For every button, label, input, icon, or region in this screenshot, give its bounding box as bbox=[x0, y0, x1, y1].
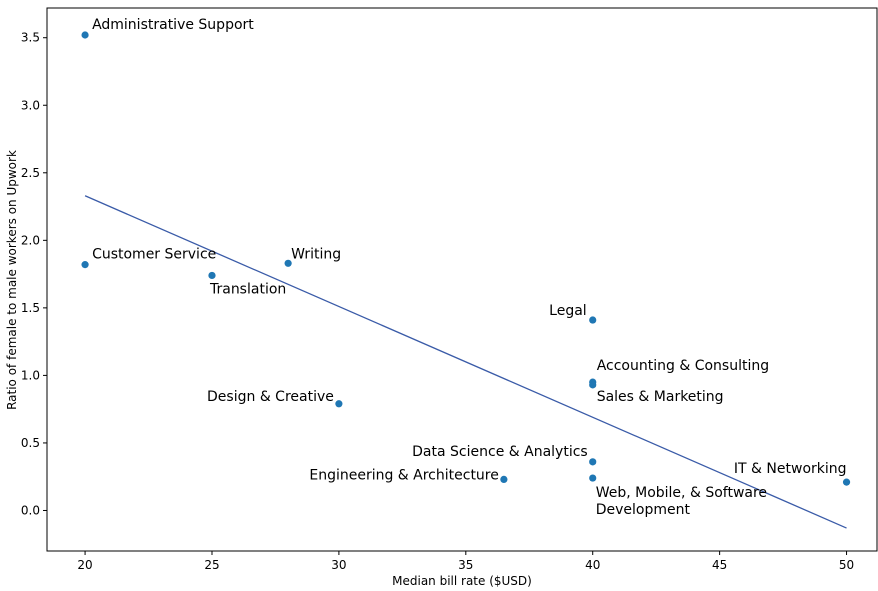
y-tick-label: 1.0 bbox=[21, 368, 40, 382]
x-axis-ticks: 20 25 30 35 40 45 50 bbox=[77, 551, 854, 572]
point-label: Customer Service bbox=[92, 247, 216, 263]
y-axis-ticks: 0.0 0.5 1.0 1.5 2.0 2.5 3.0 3.5 bbox=[21, 31, 47, 517]
point-label: Administrative Support bbox=[92, 17, 254, 33]
data-point bbox=[589, 458, 597, 466]
x-tick-label: 40 bbox=[585, 558, 600, 572]
x-tick-label: 30 bbox=[331, 558, 346, 572]
point-label: Web, Mobile, & Software Development bbox=[596, 485, 767, 518]
data-point bbox=[589, 316, 597, 324]
x-tick-label: 25 bbox=[204, 558, 219, 572]
y-axis-label: Ratio of female to male workers on Upwor… bbox=[5, 150, 19, 410]
data-point bbox=[81, 261, 89, 269]
point-label: Translation bbox=[209, 281, 286, 297]
x-tick-label: 50 bbox=[839, 558, 854, 572]
y-tick-label: 3.5 bbox=[21, 31, 40, 45]
y-tick-label: 2.0 bbox=[21, 233, 40, 247]
y-tick-label: 0.0 bbox=[21, 503, 40, 517]
data-point bbox=[589, 474, 597, 482]
y-tick-label: 3.0 bbox=[21, 98, 40, 112]
y-tick-label: 0.5 bbox=[21, 436, 40, 450]
data-point bbox=[81, 31, 89, 39]
point-label: Writing bbox=[291, 246, 341, 262]
point-label: Accounting & Consulting bbox=[597, 358, 769, 374]
y-tick-label: 1.5 bbox=[21, 301, 40, 315]
data-point bbox=[284, 259, 292, 267]
point-label: Data Science & Analytics bbox=[412, 444, 588, 460]
y-tick-label: 2.5 bbox=[21, 166, 40, 180]
x-axis-label: Median bill rate ($USD) bbox=[392, 574, 532, 588]
data-point bbox=[589, 381, 597, 389]
point-labels: Administrative Support Customer Service Tr… bbox=[92, 17, 846, 518]
data-point bbox=[500, 475, 508, 484]
point-label: Sales & Marketing bbox=[597, 389, 724, 405]
point-label: Design & Creative bbox=[207, 389, 334, 405]
data-point bbox=[335, 400, 343, 408]
point-label: Legal bbox=[549, 303, 587, 319]
point-label: IT & Networking bbox=[734, 461, 847, 477]
plot-frame bbox=[46, 7, 878, 552]
trend-line bbox=[84, 195, 847, 529]
x-tick-label: 35 bbox=[458, 558, 473, 572]
data-point bbox=[842, 478, 851, 486]
x-tick-label: 20 bbox=[77, 558, 92, 572]
point-label: Engineering & Architecture bbox=[309, 467, 499, 483]
data-point bbox=[208, 271, 216, 280]
data-points bbox=[81, 31, 851, 486]
x-tick-label: 45 bbox=[712, 558, 727, 572]
